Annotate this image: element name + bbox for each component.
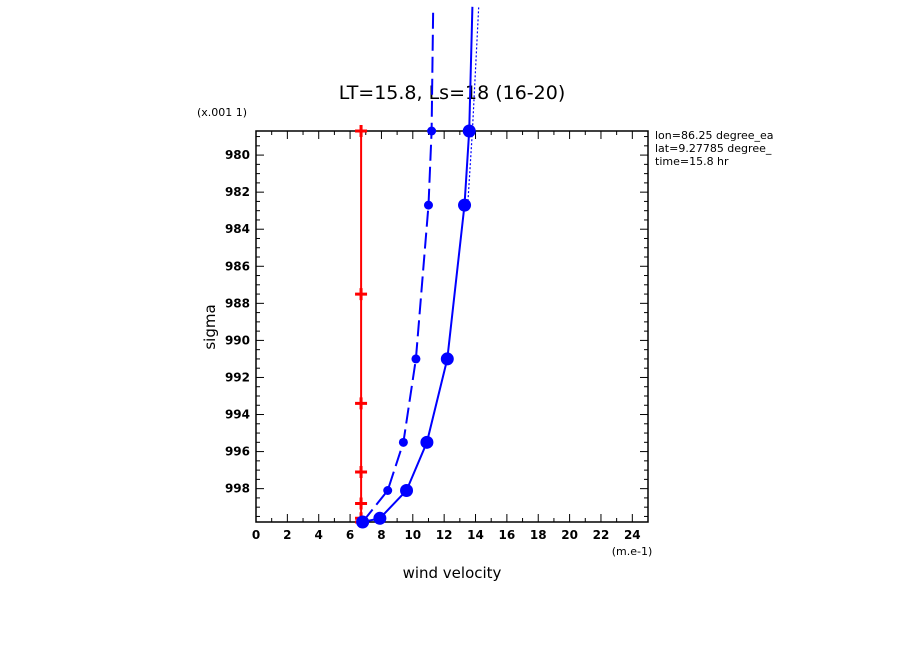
x-tick-label: 8	[377, 528, 385, 542]
y-tick-label: 992	[225, 370, 250, 384]
x-tick-label: 2	[283, 528, 291, 542]
x-axis-label: wind velocity	[403, 564, 502, 582]
data-point	[440, 352, 454, 366]
y-tick-label: 984	[225, 222, 250, 236]
data-point	[355, 125, 368, 137]
y-axis-label: sigma	[201, 304, 219, 349]
y-tick-label: 990	[225, 333, 250, 347]
data-point	[427, 126, 437, 136]
y-scale-note: (x.001 1)	[197, 106, 247, 119]
data-point	[400, 483, 414, 497]
x-tick-label: 10	[404, 528, 421, 542]
info-line: lon=86.25 degree_ea	[655, 129, 774, 142]
data-point	[355, 288, 368, 301]
data-point	[462, 124, 476, 138]
y-tick-label: 996	[225, 445, 250, 459]
data-point	[355, 397, 368, 410]
data-point	[458, 198, 472, 212]
info-box: lon=86.25 degree_ea lat=9.27785 degree_ …	[655, 129, 774, 168]
data-point	[420, 435, 434, 449]
y-tick-label: 988	[225, 296, 250, 310]
x-tick-label: 22	[593, 528, 610, 542]
x-tick-label: 12	[436, 528, 453, 542]
y-tick-label: 982	[225, 185, 250, 199]
data-point	[411, 354, 421, 364]
x-tick-label: 16	[499, 528, 516, 542]
info-line: time=15.8 hr	[655, 155, 729, 168]
y-tick-label: 994	[225, 408, 250, 422]
plot-frame	[255, 130, 649, 523]
data-point	[423, 200, 433, 210]
x-tick-label: 20	[561, 528, 578, 542]
data-point	[355, 497, 368, 510]
data-point	[356, 515, 370, 529]
data-point	[383, 485, 393, 495]
data-point	[355, 465, 368, 478]
series-line	[467, 6, 480, 206]
data-point	[398, 437, 408, 447]
y-tick-label: 986	[225, 259, 250, 273]
data-point	[373, 511, 387, 525]
y-tick-label: 980	[225, 148, 250, 162]
x-tick-label: 24	[624, 528, 641, 542]
x-tick-label: 18	[530, 528, 547, 542]
info-line: lat=9.27785 degree_	[655, 142, 772, 155]
x-tick-label: 4	[315, 528, 323, 542]
y-tick-label: 998	[225, 482, 250, 496]
x-tick-label: 6	[346, 528, 354, 542]
chart-title: LT=15.8, Ls=18 (16-20)	[339, 82, 566, 104]
x-unit-label: (m.e-1)	[612, 545, 653, 558]
plot-area: 0 2 4 6 8 10 12 14 16 18 20 22 249809829849869889909…	[225, 6, 649, 542]
x-tick-label: 14	[467, 528, 484, 542]
x-tick-label: 0	[252, 528, 260, 542]
